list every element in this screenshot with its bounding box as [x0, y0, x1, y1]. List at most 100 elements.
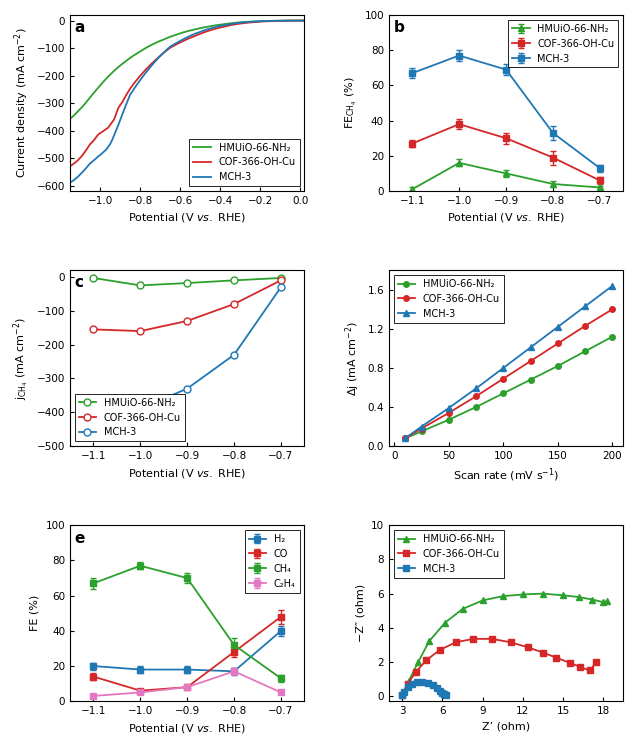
- COF-366-OH-Cu: [172, 40, 180, 49]
- COF-366-OH-Cu: [609, 305, 616, 314]
- HMUiO-66-NH₂: [230, 276, 238, 285]
- COF-366-OH-Cu: [137, 326, 144, 336]
- COF-366-OH-Cu: [499, 374, 507, 383]
- HMUiO-66-NH₂: [277, 17, 284, 26]
- HMUiO-66-NH₂: [98, 78, 106, 87]
- HMUiO-66-NH₂: [138, 46, 146, 55]
- MCH-3: [230, 351, 238, 360]
- COF-366-OH-Cu: [524, 643, 532, 652]
- MCH-3: [418, 677, 426, 686]
- HMUiO-66-NH₂: [473, 403, 480, 412]
- HMUiO-66-NH₂: [122, 57, 130, 66]
- HMUiO-66-NH₂: [235, 18, 242, 27]
- Line: COF-366-OH-Cu: COF-366-OH-Cu: [90, 277, 284, 335]
- HMUiO-66-NH₂: [499, 389, 507, 398]
- HMUiO-66-NH₂: [559, 591, 567, 600]
- HMUiO-66-NH₂: [130, 51, 138, 60]
- Text: a: a: [74, 20, 85, 35]
- X-axis label: Potential ($V$ $\it{vs.}$ RHE): Potential ($V$ $\it{vs.}$ RHE): [128, 211, 246, 225]
- COF-366-OH-Cu: [277, 276, 285, 285]
- Y-axis label: Δj (mA cm$^{-2}$): Δj (mA cm$^{-2}$): [343, 320, 362, 396]
- HMUiO-66-NH₂: [114, 63, 122, 72]
- MCH-3: [433, 683, 441, 692]
- HMUiO-66-NH₂: [240, 17, 248, 26]
- HMUiO-66-NH₂: [289, 16, 296, 25]
- HMUiO-66-NH₂: [301, 16, 308, 25]
- HMUiO-66-NH₂: [247, 17, 254, 26]
- MCH-3: [429, 680, 437, 689]
- HMUiO-66-NH₂: [146, 41, 154, 50]
- Text: e: e: [74, 531, 85, 546]
- HMUiO-66-NH₂: [539, 589, 547, 598]
- MCH-3: [404, 682, 411, 691]
- COF-366-OH-Cu: [158, 50, 166, 59]
- MCH-3: [442, 691, 450, 700]
- Line: HMUiO-66-NH₂: HMUiO-66-NH₂: [70, 20, 305, 119]
- HMUiO-66-NH₂: [162, 34, 170, 43]
- COF-366-OH-Cu: [436, 645, 443, 654]
- HMUiO-66-NH₂: [459, 605, 466, 614]
- COF-366-OH-Cu: [411, 667, 419, 676]
- Legend: HMUiO-66-NH₂, COF-366-OH-Cu, MCH-3: HMUiO-66-NH₂, COF-366-OH-Cu, MCH-3: [75, 394, 185, 441]
- HMUiO-66-NH₂: [415, 657, 422, 667]
- Y-axis label: j$_{\mathrm{CH_4}}$ (mA cm$^{-2}$): j$_{\mathrm{CH_4}}$ (mA cm$^{-2}$): [11, 317, 31, 400]
- MCH-3: [413, 678, 421, 687]
- Legend: HMUiO-66-NH₂, COF-366-OH-Cu, MCH-3: HMUiO-66-NH₂, COF-366-OH-Cu, MCH-3: [394, 275, 504, 323]
- HMUiO-66-NH₂: [223, 20, 230, 29]
- COF-366-OH-Cu: [553, 653, 560, 662]
- MCH-3: [167, 42, 174, 51]
- Y-axis label: Current density (mA cm$^{-2}$): Current density (mA cm$^{-2}$): [13, 28, 31, 179]
- X-axis label: Potential ($V$ $\it{vs.}$ RHE): Potential ($V$ $\it{vs.}$ RHE): [128, 722, 246, 734]
- HMUiO-66-NH₂: [405, 676, 413, 685]
- X-axis label: Z’ (ohm): Z’ (ohm): [482, 722, 530, 731]
- HMUiO-66-NH₂: [193, 25, 200, 34]
- Line: MCH-3: MCH-3: [399, 679, 448, 698]
- Y-axis label: FE (%): FE (%): [30, 595, 40, 631]
- HMUiO-66-NH₂: [294, 16, 302, 25]
- MCH-3: [418, 422, 425, 431]
- COF-366-OH-Cu: [445, 409, 453, 418]
- HMUiO-66-NH₂: [441, 618, 449, 627]
- HMUiO-66-NH₂: [228, 19, 236, 28]
- COF-366-OH-Cu: [507, 638, 515, 647]
- MCH-3: [436, 686, 444, 695]
- Line: COF-366-OH-Cu: COF-366-OH-Cu: [399, 636, 599, 698]
- HMUiO-66-NH₂: [445, 415, 453, 425]
- HMUiO-66-NH₂: [74, 107, 82, 116]
- Legend: HMUiO-66-NH₂, COF-366-OH-Cu, MCH-3: HMUiO-66-NH₂, COF-366-OH-Cu, MCH-3: [508, 20, 618, 67]
- MCH-3: [183, 384, 191, 393]
- HMUiO-66-NH₂: [204, 22, 212, 31]
- HMUiO-66-NH₂: [170, 31, 178, 40]
- HMUiO-66-NH₂: [519, 590, 527, 599]
- COF-366-OH-Cu: [581, 321, 589, 330]
- COF-366-OH-Cu: [527, 357, 534, 366]
- COF-366-OH-Cu: [473, 392, 480, 401]
- MCH-3: [527, 343, 534, 352]
- HMUiO-66-NH₂: [90, 88, 98, 97]
- HMUiO-66-NH₂: [581, 347, 589, 356]
- HMUiO-66-NH₂: [198, 23, 206, 32]
- X-axis label: Potential ($V$ $\it{vs.}$ RHE): Potential ($V$ $\it{vs.}$ RHE): [447, 211, 565, 225]
- MCH-3: [301, 16, 308, 25]
- COF-366-OH-Cu: [593, 657, 600, 667]
- HMUiO-66-NH₂: [155, 37, 162, 46]
- HMUiO-66-NH₂: [599, 598, 607, 607]
- HMUiO-66-NH₂: [150, 39, 158, 48]
- Legend: HMUiO-66-NH₂, COF-366-OH-Cu, MCH-3: HMUiO-66-NH₂, COF-366-OH-Cu, MCH-3: [190, 139, 300, 186]
- MCH-3: [609, 281, 616, 290]
- HMUiO-66-NH₂: [418, 427, 425, 436]
- HMUiO-66-NH₂: [106, 70, 114, 79]
- HMUiO-66-NH₂: [270, 17, 278, 26]
- COF-366-OH-Cu: [422, 656, 430, 665]
- COF-366-OH-Cu: [469, 634, 477, 643]
- COF-366-OH-Cu: [398, 691, 406, 700]
- MCH-3: [439, 688, 446, 697]
- MCH-3: [124, 95, 132, 104]
- MCH-3: [554, 323, 562, 332]
- Line: MCH-3: MCH-3: [403, 283, 615, 441]
- HMUiO-66-NH₂: [609, 332, 616, 341]
- HMUiO-66-NH₂: [70, 111, 78, 120]
- HMUiO-66-NH₂: [183, 278, 191, 287]
- MCH-3: [197, 27, 204, 36]
- HMUiO-66-NH₂: [499, 592, 506, 601]
